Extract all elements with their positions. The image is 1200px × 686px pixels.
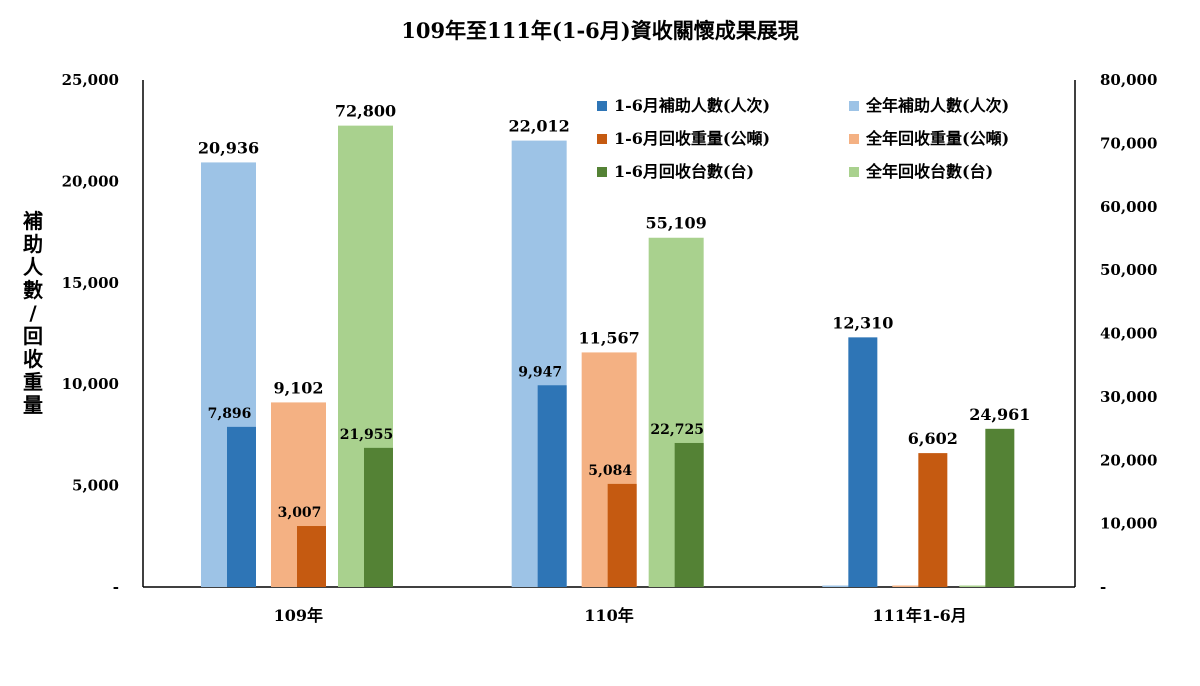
bar-half-year	[297, 526, 326, 587]
legend-label: 全年補助人數(人次)	[865, 96, 1009, 115]
data-label: 20,936	[198, 138, 259, 157]
legend-swatch	[849, 134, 859, 144]
y-axis-label-char: 人	[23, 255, 44, 279]
right-tick-label: 70,000	[1100, 134, 1157, 152]
data-labels: 20,936 7,896 9,102 3,007 72,800 21,955 22,012 9…	[198, 102, 1031, 521]
data-label: 9,102	[273, 378, 323, 397]
left-tick-label: 15,000	[62, 274, 119, 292]
bar-half-year	[674, 442, 704, 587]
y-axis-label-char: 收	[23, 347, 43, 371]
data-label: 72,800	[335, 102, 396, 121]
legend-label: 1-6月回收重量(公噸)	[614, 129, 770, 148]
data-label: 7,896	[208, 406, 252, 422]
legend-swatch	[849, 167, 859, 177]
bar-half-year	[918, 453, 948, 587]
bar-half-year	[227, 426, 256, 587]
data-label: 3,007	[278, 505, 322, 521]
axes: - 5,000 10,000 15,000 20,000 25,000 - 10,000 20,…	[62, 71, 1158, 625]
data-label: 22,725	[650, 422, 704, 438]
legend-swatch	[597, 134, 607, 144]
data-label: 6,602	[908, 429, 958, 448]
y-axis-label-char: 補	[22, 209, 43, 233]
legend-label: 1-6月回收台數(台)	[614, 162, 754, 181]
bars	[201, 125, 1015, 588]
right-tick-label: 50,000	[1100, 261, 1157, 279]
right-tick-label: -	[1100, 578, 1106, 596]
y-axis-label-char: 重	[23, 370, 43, 394]
left-tick-label: 25,000	[62, 71, 119, 89]
category-label: 109年	[274, 606, 323, 625]
data-label: 12,310	[832, 313, 893, 332]
right-tick-label: 80,000	[1100, 71, 1157, 89]
data-label: 22,012	[509, 117, 570, 136]
data-label: 55,109	[646, 214, 707, 233]
data-label: 11,567	[579, 328, 640, 347]
y-axis-label-char: 數	[23, 278, 43, 302]
legend-swatch	[849, 101, 859, 111]
y-axis-label-char: 助	[23, 232, 43, 256]
right-tick-label: 40,000	[1100, 325, 1157, 343]
y-axis-label-char: 回	[23, 324, 43, 348]
data-label: 21,955	[340, 427, 394, 443]
legend-swatch	[597, 167, 607, 177]
right-tick-label: 30,000	[1100, 388, 1157, 406]
right-tick-label: 20,000	[1100, 451, 1157, 469]
data-label: 24,961	[969, 405, 1030, 424]
left-tick-label: 5,000	[72, 477, 119, 495]
data-label: 9,947	[518, 364, 562, 380]
legend: 1-6月補助人數(人次) 全年補助人數(人次) 1-6月回收重量(公噸) 全年回收重量…	[597, 96, 1009, 181]
legend-label: 全年回收重量(公噸)	[865, 129, 1009, 148]
y-axis-label-char: 量	[23, 393, 43, 417]
left-tick-label: -	[113, 578, 119, 596]
bar-half-year	[364, 447, 393, 587]
legend-label: 全年回收台數(台)	[865, 162, 993, 181]
bar-half-year	[537, 385, 567, 587]
legend-label: 1-6月補助人數(人次)	[614, 96, 770, 115]
left-tick-label: 20,000	[62, 172, 119, 190]
bar-half-year	[985, 428, 1015, 587]
bar-half-year	[848, 337, 878, 587]
category-label: 110年	[584, 606, 633, 625]
bar-half-year	[607, 483, 637, 587]
chart-title: 109年至111年(1-6月)資收關懷成果展現	[401, 18, 798, 43]
left-tick-label: 10,000	[62, 375, 119, 393]
y-axis-label-char: /	[29, 301, 37, 325]
right-tick-label: 10,000	[1100, 515, 1157, 533]
y-axis-label: 補助人數/回收重量	[22, 209, 44, 417]
data-label: 5,084	[588, 463, 632, 479]
category-label: 111年1-6月	[873, 606, 967, 625]
right-tick-label: 60,000	[1100, 198, 1157, 216]
legend-swatch	[597, 101, 607, 111]
